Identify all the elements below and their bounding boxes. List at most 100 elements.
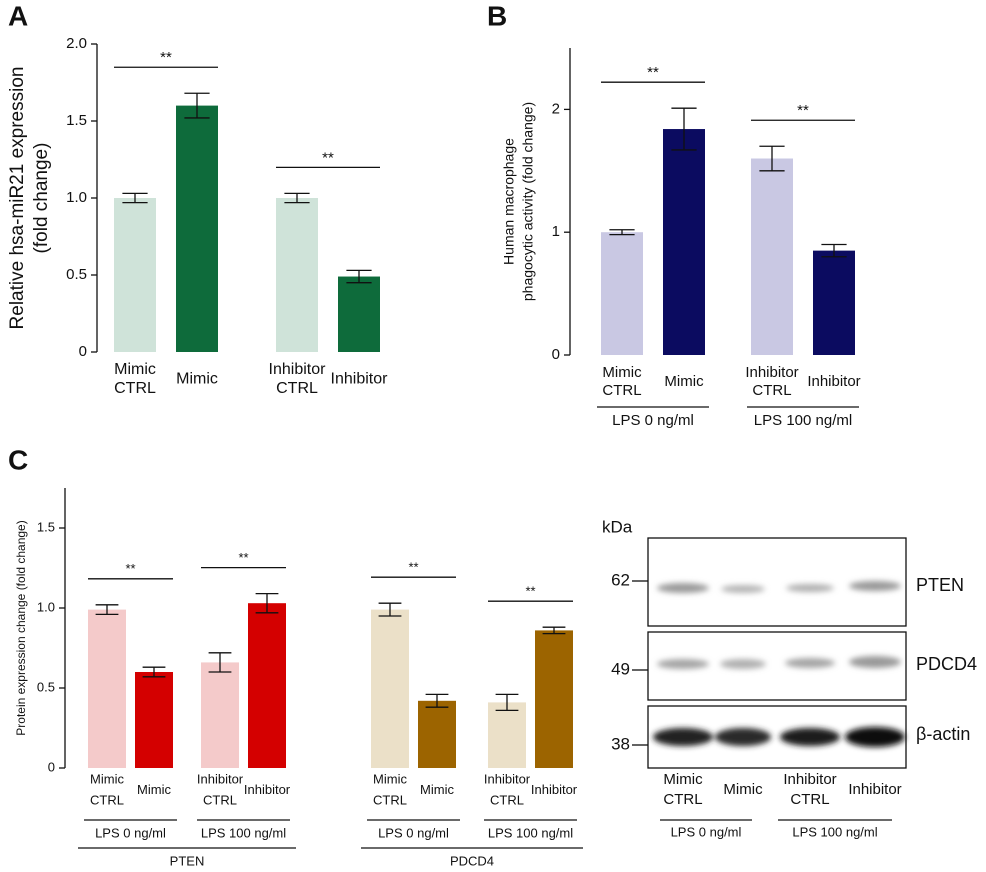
lane-label: Mimic	[663, 771, 703, 788]
y-axis-label: (fold change)	[31, 143, 52, 254]
x-tick-label: Inhibitor	[197, 771, 244, 786]
bar	[88, 609, 126, 768]
x-tick-label: Mimic	[90, 771, 124, 786]
bar	[418, 700, 456, 768]
group-label: LPS 100 ng/ml	[792, 824, 877, 839]
x-tick-label: Mimic	[373, 771, 407, 786]
blot-marker: 49	[611, 659, 630, 678]
significance-label: **	[647, 64, 659, 81]
y-tick-label: 0.5	[37, 679, 55, 694]
y-axis-label: phagocytic activity (fold change)	[520, 102, 536, 301]
group-label: LPS 100 ng/ml	[488, 825, 573, 840]
significance-label: **	[322, 149, 334, 166]
group-label: LPS 0 ng/ml	[95, 825, 166, 840]
error-bar	[759, 145, 785, 172]
y-tick-label: 1.5	[37, 519, 55, 534]
y-tick-label: 1.0	[37, 599, 55, 614]
y-axis-label: Relative hsa-miR21 expression	[7, 67, 28, 330]
significance-label: **	[525, 584, 535, 599]
x-tick-label: Mimic	[114, 361, 156, 378]
bar	[371, 609, 409, 768]
significance-label: **	[160, 49, 172, 66]
blot-marker: 62	[611, 570, 630, 589]
supergroup-label: PTEN	[170, 853, 205, 868]
bar	[535, 630, 573, 768]
y-tick-label: 1.5	[66, 112, 87, 129]
y-tick-label: 0.5	[66, 266, 87, 283]
y-tick-label: 1.0	[66, 189, 87, 206]
x-tick-label: CTRL	[90, 792, 124, 807]
bar	[751, 158, 793, 355]
bar	[201, 662, 239, 768]
bar	[114, 198, 156, 352]
x-tick-label: CTRL	[752, 382, 791, 399]
group-label: LPS 100 ng/ml	[754, 412, 852, 429]
error-bar	[542, 626, 566, 635]
panel-label: A	[8, 0, 28, 31]
blot: kDa 62 49 38 PTEN PDCD4 β-actin Mimic CT…	[602, 517, 977, 839]
bar	[135, 672, 173, 768]
error-bar	[122, 192, 148, 204]
error-bar	[821, 243, 847, 258]
blot-unit: kDa	[602, 517, 633, 536]
x-tick-label: Inhibitor	[531, 782, 578, 797]
panel-label: C	[8, 444, 28, 475]
x-tick-label: Inhibitor	[745, 364, 798, 381]
bar	[663, 129, 705, 355]
lane-label: CTRL	[790, 791, 829, 808]
lane-label: Mimic	[723, 781, 763, 798]
error-bar	[284, 192, 310, 204]
x-tick-label: CTRL	[276, 380, 318, 397]
bar	[338, 276, 380, 352]
error-bar	[208, 652, 232, 673]
error-bar	[255, 592, 279, 614]
y-tick-label: 2	[552, 100, 560, 117]
x-tick-label: Mimic	[420, 782, 454, 797]
blot-protein: PTEN	[916, 575, 964, 595]
panel-label: B	[487, 0, 507, 31]
error-bar	[346, 269, 372, 284]
y-axis-label: Protein expression change (fold change)	[14, 520, 28, 735]
x-tick-label: Mimic	[137, 782, 171, 797]
group-label: LPS 0 ng/ml	[671, 824, 742, 839]
bar	[176, 105, 218, 352]
x-tick-label: CTRL	[602, 382, 641, 399]
bands	[653, 581, 905, 747]
y-tick-label: 1	[552, 223, 560, 240]
significance-label: **	[797, 102, 809, 119]
supergroup-label: PDCD4	[450, 853, 494, 868]
x-tick-label: Inhibitor	[807, 373, 860, 390]
blot-marker: 38	[611, 734, 630, 753]
x-tick-label: Mimic	[176, 371, 218, 388]
bar	[248, 603, 286, 768]
y-tick-label: 0	[552, 346, 560, 363]
bar	[601, 232, 643, 355]
y-tick-label: 0	[48, 759, 55, 774]
blot-protein: PDCD4	[916, 654, 977, 674]
significance-label: **	[238, 550, 248, 565]
error-bar	[142, 666, 166, 678]
y-tick-label: 0	[79, 343, 87, 360]
bar	[276, 198, 318, 352]
y-axis-label: Human macrophage	[501, 138, 517, 265]
x-tick-label: Inhibitor	[244, 782, 291, 797]
lane-label: CTRL	[663, 791, 702, 808]
significance-label: **	[125, 561, 135, 576]
x-tick-label: Inhibitor	[484, 771, 531, 786]
bar	[488, 702, 526, 768]
error-bar	[671, 107, 697, 151]
lane-label: Inhibitor	[848, 781, 901, 798]
bar	[813, 250, 855, 355]
error-bar	[378, 602, 402, 617]
group-label: LPS 0 ng/ml	[612, 412, 694, 429]
group-label: LPS 0 ng/ml	[378, 825, 449, 840]
x-tick-label: CTRL	[373, 792, 407, 807]
group-label: LPS 100 ng/ml	[201, 825, 286, 840]
error-bar	[184, 92, 210, 119]
x-tick-label: Mimic	[664, 373, 704, 390]
x-tick-label: CTRL	[490, 792, 524, 807]
x-tick-label: Inhibitor	[269, 361, 327, 378]
y-tick-label: 2.0	[66, 35, 87, 52]
